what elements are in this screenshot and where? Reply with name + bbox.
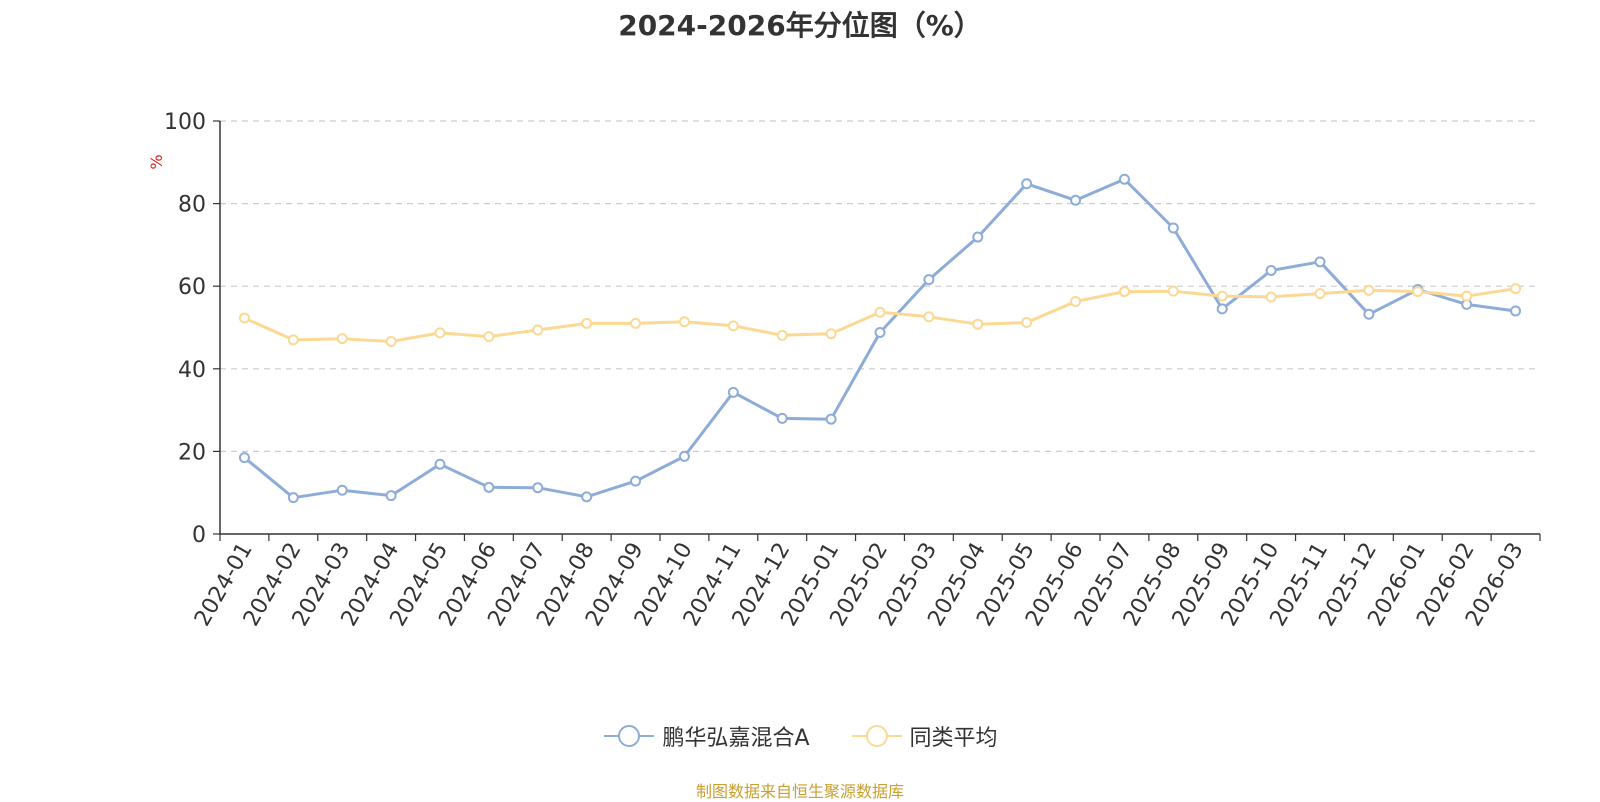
data-point-series-2 [1118,286,1130,298]
y-tick-label: 20 [178,440,206,465]
chart-title: 2024-2026年分位图（%） [618,9,982,42]
data-point-series-1 [385,490,397,502]
data-point-series-1 [434,458,446,470]
data-point-series-2 [1412,286,1424,298]
data-point-series-1 [238,452,250,464]
data-point-series-1 [1314,256,1326,268]
data-point-series-2 [874,306,886,318]
data-point-series-1 [287,492,299,504]
data-point-series-1 [727,386,739,398]
data-point-series-1 [923,274,935,286]
data-point-series-2 [1021,317,1033,329]
data-point-series-1 [1118,173,1130,185]
y-tick-label: 0 [192,523,206,548]
data-point-series-2 [1265,291,1277,303]
data-point-series-2 [727,320,739,332]
data-point-series-2 [678,316,690,328]
data-point-series-1 [1265,265,1277,277]
data-point-series-2 [923,311,935,323]
data-point-series-1 [532,482,544,494]
data-point-series-2 [1167,285,1179,297]
data-point-series-2 [385,336,397,348]
y-tick-label: 40 [178,358,206,383]
data-point-series-2 [434,327,446,339]
series-line-1 [243,177,1516,500]
data-point-series-2 [1070,295,1082,307]
data-point-series-1 [825,413,837,425]
data-point-series-2 [630,317,642,329]
data-point-series-1 [972,231,984,243]
legend-item-series-1[interactable]: 鹏华弘嘉混合A [602,720,810,752]
data-point-series-1 [874,326,886,338]
data-source-note: 制图数据来自恒生聚源数据库 [695,782,904,801]
data-point-series-1 [1070,194,1082,206]
legend-label-series-1: 鹏华弘嘉混合A [662,726,810,751]
data-point-series-1 [630,475,642,487]
data-point-series-1 [1021,178,1033,190]
data-point-series-1 [336,484,348,496]
data-point-series-2 [1363,284,1375,296]
data-point-series-1 [483,481,495,493]
data-point-series-1 [1167,222,1179,234]
data-point-series-2 [1461,290,1473,302]
data-point-series-1 [1510,305,1522,317]
data-point-series-1 [581,491,593,503]
data-point-series-2 [1314,288,1326,300]
data-point-series-2 [825,328,837,340]
data-point-series-2 [1216,290,1228,302]
y-tick-label: 60 [178,275,206,300]
data-point-series-2 [336,333,348,345]
legend-label-series-2: 同类平均 [909,726,998,751]
legend-marker-series-2 [851,725,902,747]
data-point-series-1 [1216,303,1228,315]
chart-legend: 鹏华弘嘉混合A 同类平均 [0,720,1600,752]
legend-marker-series-1 [604,725,655,747]
data-point-series-2 [581,317,593,329]
data-point-series-1 [776,412,788,424]
y-tick-label: 100 [164,110,206,135]
y-tick-label: 80 [178,193,206,218]
data-point-series-1 [678,450,690,462]
legend-item-series-2[interactable]: 同类平均 [850,720,998,752]
data-point-series-2 [238,312,250,324]
data-point-series-2 [972,318,984,330]
data-point-series-2 [532,324,544,336]
data-point-series-1 [1363,308,1375,320]
data-point-series-2 [1510,283,1522,295]
y-axis-label: % [147,154,166,169]
data-point-series-2 [483,331,495,343]
data-point-series-2 [287,334,299,346]
data-point-series-2 [776,329,788,341]
